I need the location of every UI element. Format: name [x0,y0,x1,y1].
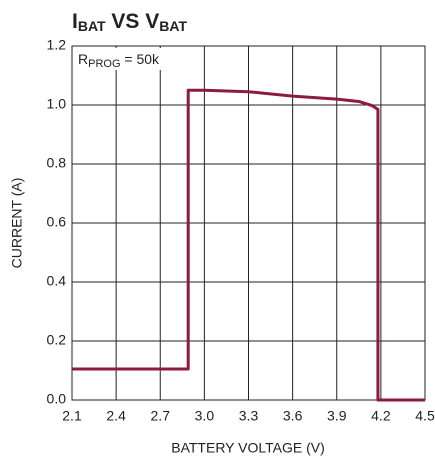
plot-frame [71,45,426,401]
x-tick-label: 2.1 [62,408,82,424]
x-tick-label: 3.3 [239,408,259,424]
annotation-box [74,48,178,70]
annotation-part: PROG [88,58,120,70]
x-tick-label: 3.0 [195,408,215,424]
y-axis-label: CURRENT (A) [9,178,25,269]
y-tick-label: 0.2 [47,332,67,348]
y-tick-label: 1.0 [47,96,67,112]
x-tick-label: 3.6 [283,408,303,424]
x-axis-label: BATTERY VOLTAGE (V) [171,440,325,456]
y-tick-label: 0.0 [47,391,67,407]
x-tick-label: 4.2 [371,408,391,424]
data-line [72,88,425,402]
x-tick-label: 3.9 [327,408,347,424]
y-tick-label: 0.4 [47,273,67,289]
annotation: RPROG = 50k [78,51,160,70]
chart-title: IBAT VS VBAT [72,10,187,34]
x-tick-label: 2.7 [151,408,171,424]
y-tick-label: 1.2 [47,37,67,53]
annotation-part: = 50k [121,51,161,67]
y-tick-label: 0.6 [47,214,67,230]
x-tick-label: 4.5 [415,408,435,424]
annotation-part: R [78,51,88,67]
y-tick-label: 0.8 [47,155,67,171]
x-tick-label: 2.4 [106,408,126,424]
